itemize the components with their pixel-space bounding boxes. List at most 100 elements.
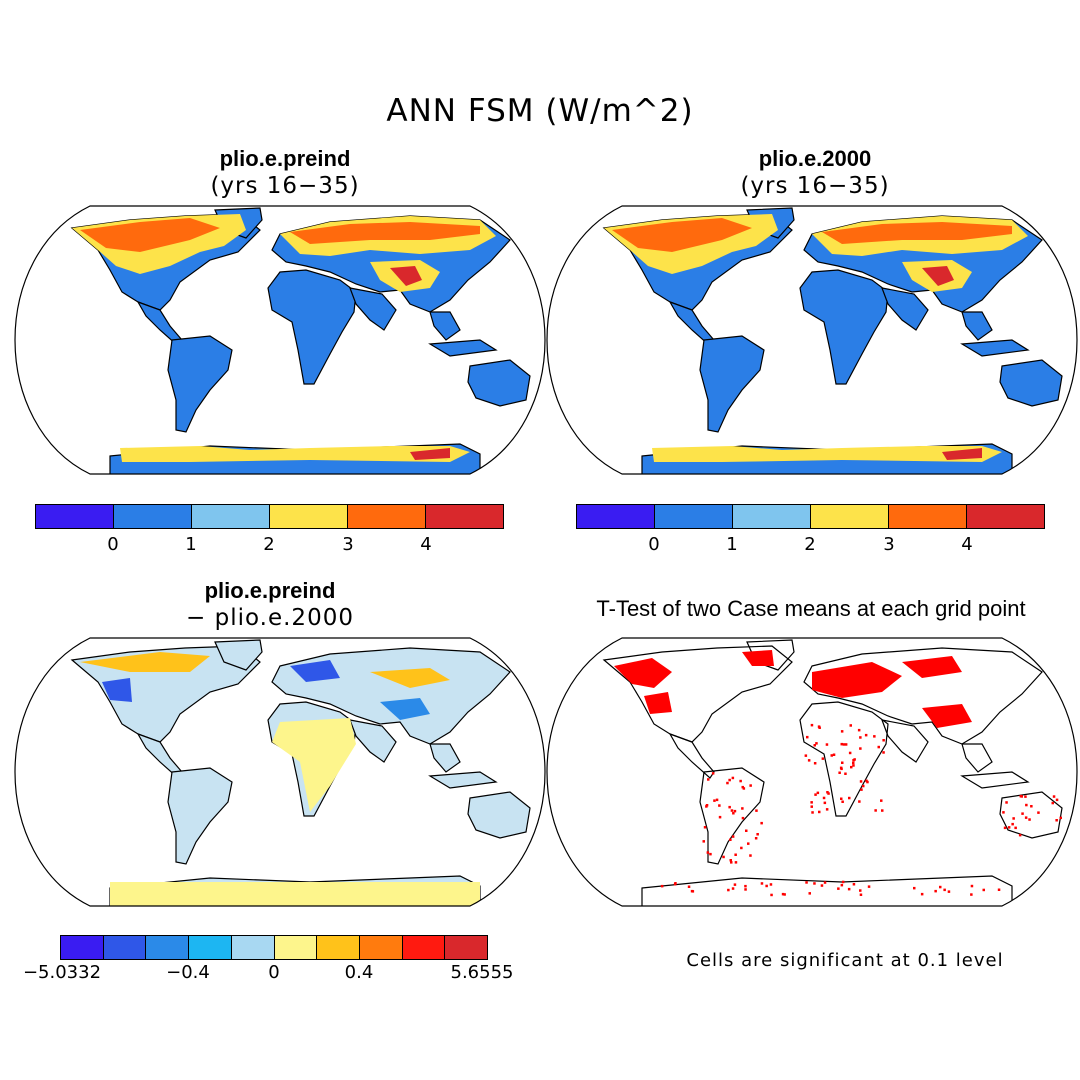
hottest-region	[922, 266, 954, 286]
colorbar-swatch	[426, 505, 503, 528]
significant-cell	[781, 892, 785, 896]
significant-cell	[741, 785, 744, 789]
negative-anomaly	[290, 660, 340, 682]
high-latitude-fluxes	[604, 214, 1028, 462]
significant-cell	[852, 761, 855, 765]
significant-cell	[805, 881, 808, 884]
significant-cell	[862, 784, 865, 788]
significant-cell	[848, 751, 852, 755]
significant-cell	[934, 889, 937, 893]
significant-cell	[881, 809, 884, 812]
colorbar-swatch	[577, 505, 655, 528]
colorbar-swatch	[967, 505, 1044, 528]
colorbar-tick: 0.4	[344, 962, 374, 983]
figure-title: ANN FSM (W/m^2)	[386, 93, 694, 129]
continent	[881, 719, 929, 763]
continent	[214, 639, 263, 671]
significant-cell	[769, 883, 773, 886]
significant-cell	[728, 805, 731, 809]
significant-cell	[810, 805, 813, 808]
continent	[429, 743, 461, 773]
significant-cell	[838, 771, 841, 774]
significant-cell	[830, 754, 833, 757]
significant-area	[922, 704, 972, 728]
colorbar-tick: 3	[342, 534, 354, 555]
panel1-subtitle: (yrs 16−35)	[210, 173, 360, 199]
significant-cell	[859, 736, 862, 739]
significant-cell	[728, 778, 731, 782]
significant-cell	[1055, 798, 1059, 802]
significant-cell	[810, 723, 814, 727]
significant-cell	[1021, 812, 1024, 815]
continent	[999, 791, 1063, 839]
significant-cell	[726, 781, 729, 785]
colorbar-swatch	[655, 505, 733, 528]
colorbar-preind	[35, 504, 504, 529]
significant-cell	[826, 791, 829, 794]
map-outline	[14, 637, 546, 907]
significant-cell	[880, 799, 883, 802]
significant-cell	[1028, 818, 1031, 821]
continent	[641, 875, 1013, 906]
significant-cell	[847, 887, 851, 891]
significant-cell	[760, 882, 764, 885]
panel2-title: plio.e.2000	[758, 146, 872, 171]
significant-cell	[815, 742, 818, 745]
significant-cell	[739, 779, 742, 783]
positive-anomaly	[80, 652, 210, 672]
significant-area	[742, 650, 774, 666]
significant-cell	[857, 728, 861, 732]
continent	[70, 645, 261, 743]
significant-cell	[859, 889, 862, 892]
significant-cell	[850, 765, 853, 769]
colorbar-swatch	[36, 505, 114, 528]
significant-cell	[711, 772, 715, 775]
colorbar-2000	[576, 504, 1045, 529]
colorbar-tick: 1	[185, 534, 197, 555]
significant-cell	[825, 743, 829, 746]
colorbar-swatch	[811, 505, 889, 528]
difference-anomalies	[80, 652, 480, 906]
significant-cell	[741, 807, 744, 810]
colorbar-tick: 2	[804, 534, 816, 555]
significant-cell	[877, 745, 880, 749]
significant-cell	[853, 758, 856, 761]
significant-cell	[874, 809, 877, 812]
colorbar-tick: 2	[263, 534, 275, 555]
significant-cell	[733, 809, 737, 813]
significant-cell	[1005, 801, 1008, 804]
significant-cell	[982, 888, 985, 892]
significant-cell	[859, 893, 863, 896]
significant-cell	[840, 883, 844, 887]
continent	[668, 732, 715, 779]
significant-cell	[943, 888, 946, 892]
significant-cell	[742, 787, 746, 790]
significant-cell	[811, 811, 814, 814]
significant-cell	[939, 885, 942, 889]
significant-cell	[837, 887, 840, 890]
colorbar-tick: 0	[268, 962, 280, 983]
significant-cell	[707, 778, 710, 781]
significant-cell	[820, 884, 824, 887]
hottest-region	[410, 448, 450, 460]
continent	[881, 287, 929, 331]
significant-cell	[814, 793, 817, 796]
significant-cell	[749, 784, 752, 787]
significant-cell	[844, 743, 848, 746]
significant-cell	[840, 797, 843, 800]
significant-cell	[807, 759, 811, 762]
colorbar-tick: 5.6555	[450, 962, 514, 983]
continent	[349, 719, 397, 763]
continent	[429, 311, 461, 341]
significant-cell	[852, 883, 856, 886]
map-outline	[546, 637, 1078, 907]
continent	[960, 339, 1030, 357]
significant-cell	[832, 753, 836, 756]
significant-cell	[1002, 811, 1005, 814]
significant-cell	[756, 833, 759, 836]
significant-cell	[859, 747, 862, 750]
colorbar-tick: −0.4	[166, 962, 210, 983]
significant-cell	[859, 780, 863, 783]
significant-cell	[1012, 817, 1015, 820]
significant-cell	[817, 725, 821, 728]
